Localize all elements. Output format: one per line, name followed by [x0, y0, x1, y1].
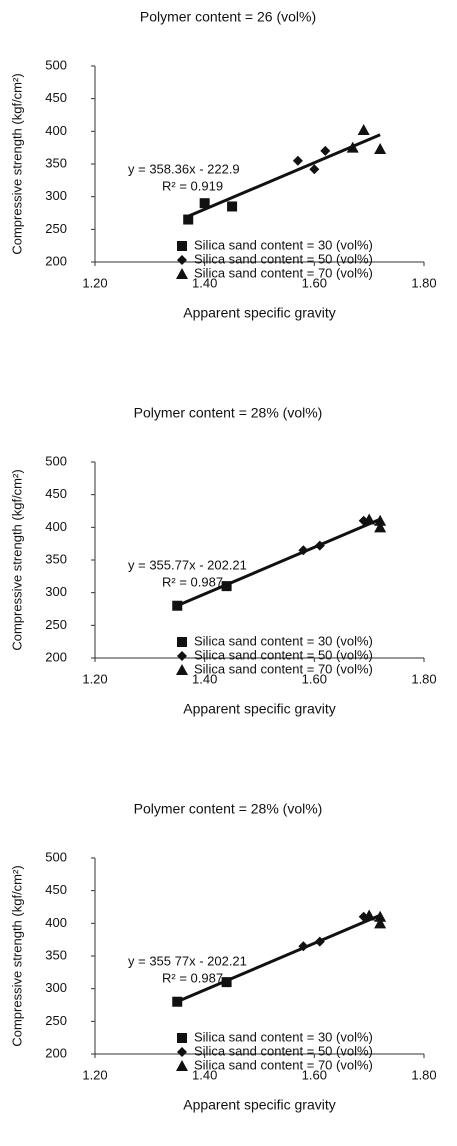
x-tick-label: 1.20: [82, 275, 107, 290]
legend-label: Silica sand content = 30 (vol%): [194, 237, 373, 252]
marker-square: [177, 637, 187, 647]
y-tick-label: 350: [45, 947, 67, 962]
x-tick-label: 1.60: [302, 671, 327, 686]
y-tick-label: 450: [45, 90, 67, 105]
y-tick-label: 250: [45, 221, 67, 236]
marker-square: [172, 996, 183, 1007]
x-tick-label: 1.60: [302, 1067, 327, 1082]
y-tick-label: 500: [45, 453, 67, 468]
marker-diamond: [298, 545, 309, 556]
equation: y = 358.36x - 222.9: [128, 161, 240, 176]
marker-square: [183, 214, 194, 225]
marker-square: [172, 600, 183, 611]
legend-label: Silica sand content = 30 (vol%): [194, 633, 373, 648]
chart-title: Polymer content = 26 (vol%): [140, 9, 316, 25]
x-axis-label: Apparent specific gravity: [183, 305, 336, 321]
y-axis-label: Compressive strength (kgf/cm²): [9, 469, 24, 650]
marker-triangle: [176, 664, 188, 675]
legend-label: Silica sand content = 30 (vol%): [194, 1029, 373, 1044]
legend-label: Silica sand content = 70 (vol%): [194, 265, 373, 280]
x-axis-label: Apparent specific gravity: [183, 701, 336, 717]
legend-label: Silica sand content = 50 (vol%): [194, 647, 373, 662]
chart-title: Polymer content = 28% (vol%): [134, 801, 323, 817]
marker-diamond: [314, 540, 325, 551]
marker-triangle: [374, 917, 387, 929]
x-axis-label: Apparent specific gravity: [183, 1097, 336, 1113]
marker-square: [177, 241, 187, 251]
equation: R² = 0.919: [162, 178, 223, 193]
y-tick-label: 350: [45, 551, 67, 566]
marker-triangle: [363, 909, 376, 921]
legend-label: Silica sand content = 50 (vol%): [194, 1043, 373, 1058]
marker-triangle: [374, 142, 387, 154]
y-tick-label: 400: [45, 519, 67, 534]
x-tick-label: 1.20: [82, 671, 107, 686]
equation: R² = 0.987: [162, 574, 223, 589]
marker-square: [221, 977, 232, 988]
marker-triangle: [374, 514, 387, 526]
equation: R² = 0.987: [162, 970, 223, 985]
y-tick-label: 250: [45, 1013, 67, 1028]
y-axis-label: Compressive strength (kgf/cm²): [9, 865, 24, 1046]
y-tick-label: 500: [45, 57, 67, 72]
marker-diamond: [298, 941, 309, 952]
x-tick-label: 1.80: [411, 275, 436, 290]
chart-title: Polymer content = 28% (vol%): [134, 405, 323, 421]
y-tick-label: 400: [45, 915, 67, 930]
x-tick-label: 1.80: [411, 671, 436, 686]
marker-square: [227, 201, 238, 212]
x-tick-label: 1.40: [192, 275, 217, 290]
y-tick-label: 300: [45, 584, 67, 599]
x-tick-label: 1.80: [411, 1067, 436, 1082]
marker-diamond: [309, 164, 320, 175]
marker-triangle: [346, 141, 359, 153]
marker-diamond: [177, 651, 187, 661]
marker-triangle: [374, 521, 387, 533]
trend-line: [176, 517, 381, 608]
x-tick-label: 1.40: [192, 1067, 217, 1082]
y-tick-label: 300: [45, 188, 67, 203]
marker-diamond: [314, 936, 325, 947]
equation: y = 355.77x - 202.21: [128, 557, 247, 572]
x-tick-label: 1.20: [82, 1067, 107, 1082]
legend-label: Silica sand content = 50 (vol%): [194, 251, 373, 266]
y-axis-label: Compressive strength (kgf/cm²): [9, 73, 24, 254]
marker-triangle: [374, 910, 387, 922]
marker-square: [177, 1033, 187, 1043]
y-tick-label: 450: [45, 882, 67, 897]
y-tick-label: 200: [45, 253, 67, 268]
x-tick-label: 1.60: [302, 275, 327, 290]
y-tick-label: 450: [45, 486, 67, 501]
y-tick-label: 200: [45, 649, 67, 664]
y-tick-label: 200: [45, 1045, 67, 1060]
marker-square: [221, 581, 232, 592]
legend-label: Silica sand content = 70 (vol%): [194, 1057, 373, 1072]
marker-diamond: [320, 145, 331, 156]
marker-diamond: [177, 255, 187, 265]
trend-line: [187, 133, 381, 218]
marker-square: [199, 198, 210, 209]
marker-triangle: [176, 268, 188, 279]
marker-triangle: [363, 513, 376, 525]
y-tick-label: 300: [45, 980, 67, 995]
marker-triangle: [176, 1060, 188, 1071]
legend-label: Silica sand content = 70 (vol%): [194, 661, 373, 676]
x-tick-label: 1.40: [192, 671, 217, 686]
y-tick-label: 250: [45, 617, 67, 632]
y-tick-label: 500: [45, 849, 67, 864]
y-tick-label: 350: [45, 155, 67, 170]
marker-diamond: [177, 1047, 187, 1057]
y-tick-label: 400: [45, 123, 67, 138]
trend-line: [176, 913, 381, 1004]
marker-triangle: [357, 124, 370, 136]
equation: y = 355 77x - 202.21: [128, 953, 247, 968]
marker-diamond: [292, 155, 303, 166]
